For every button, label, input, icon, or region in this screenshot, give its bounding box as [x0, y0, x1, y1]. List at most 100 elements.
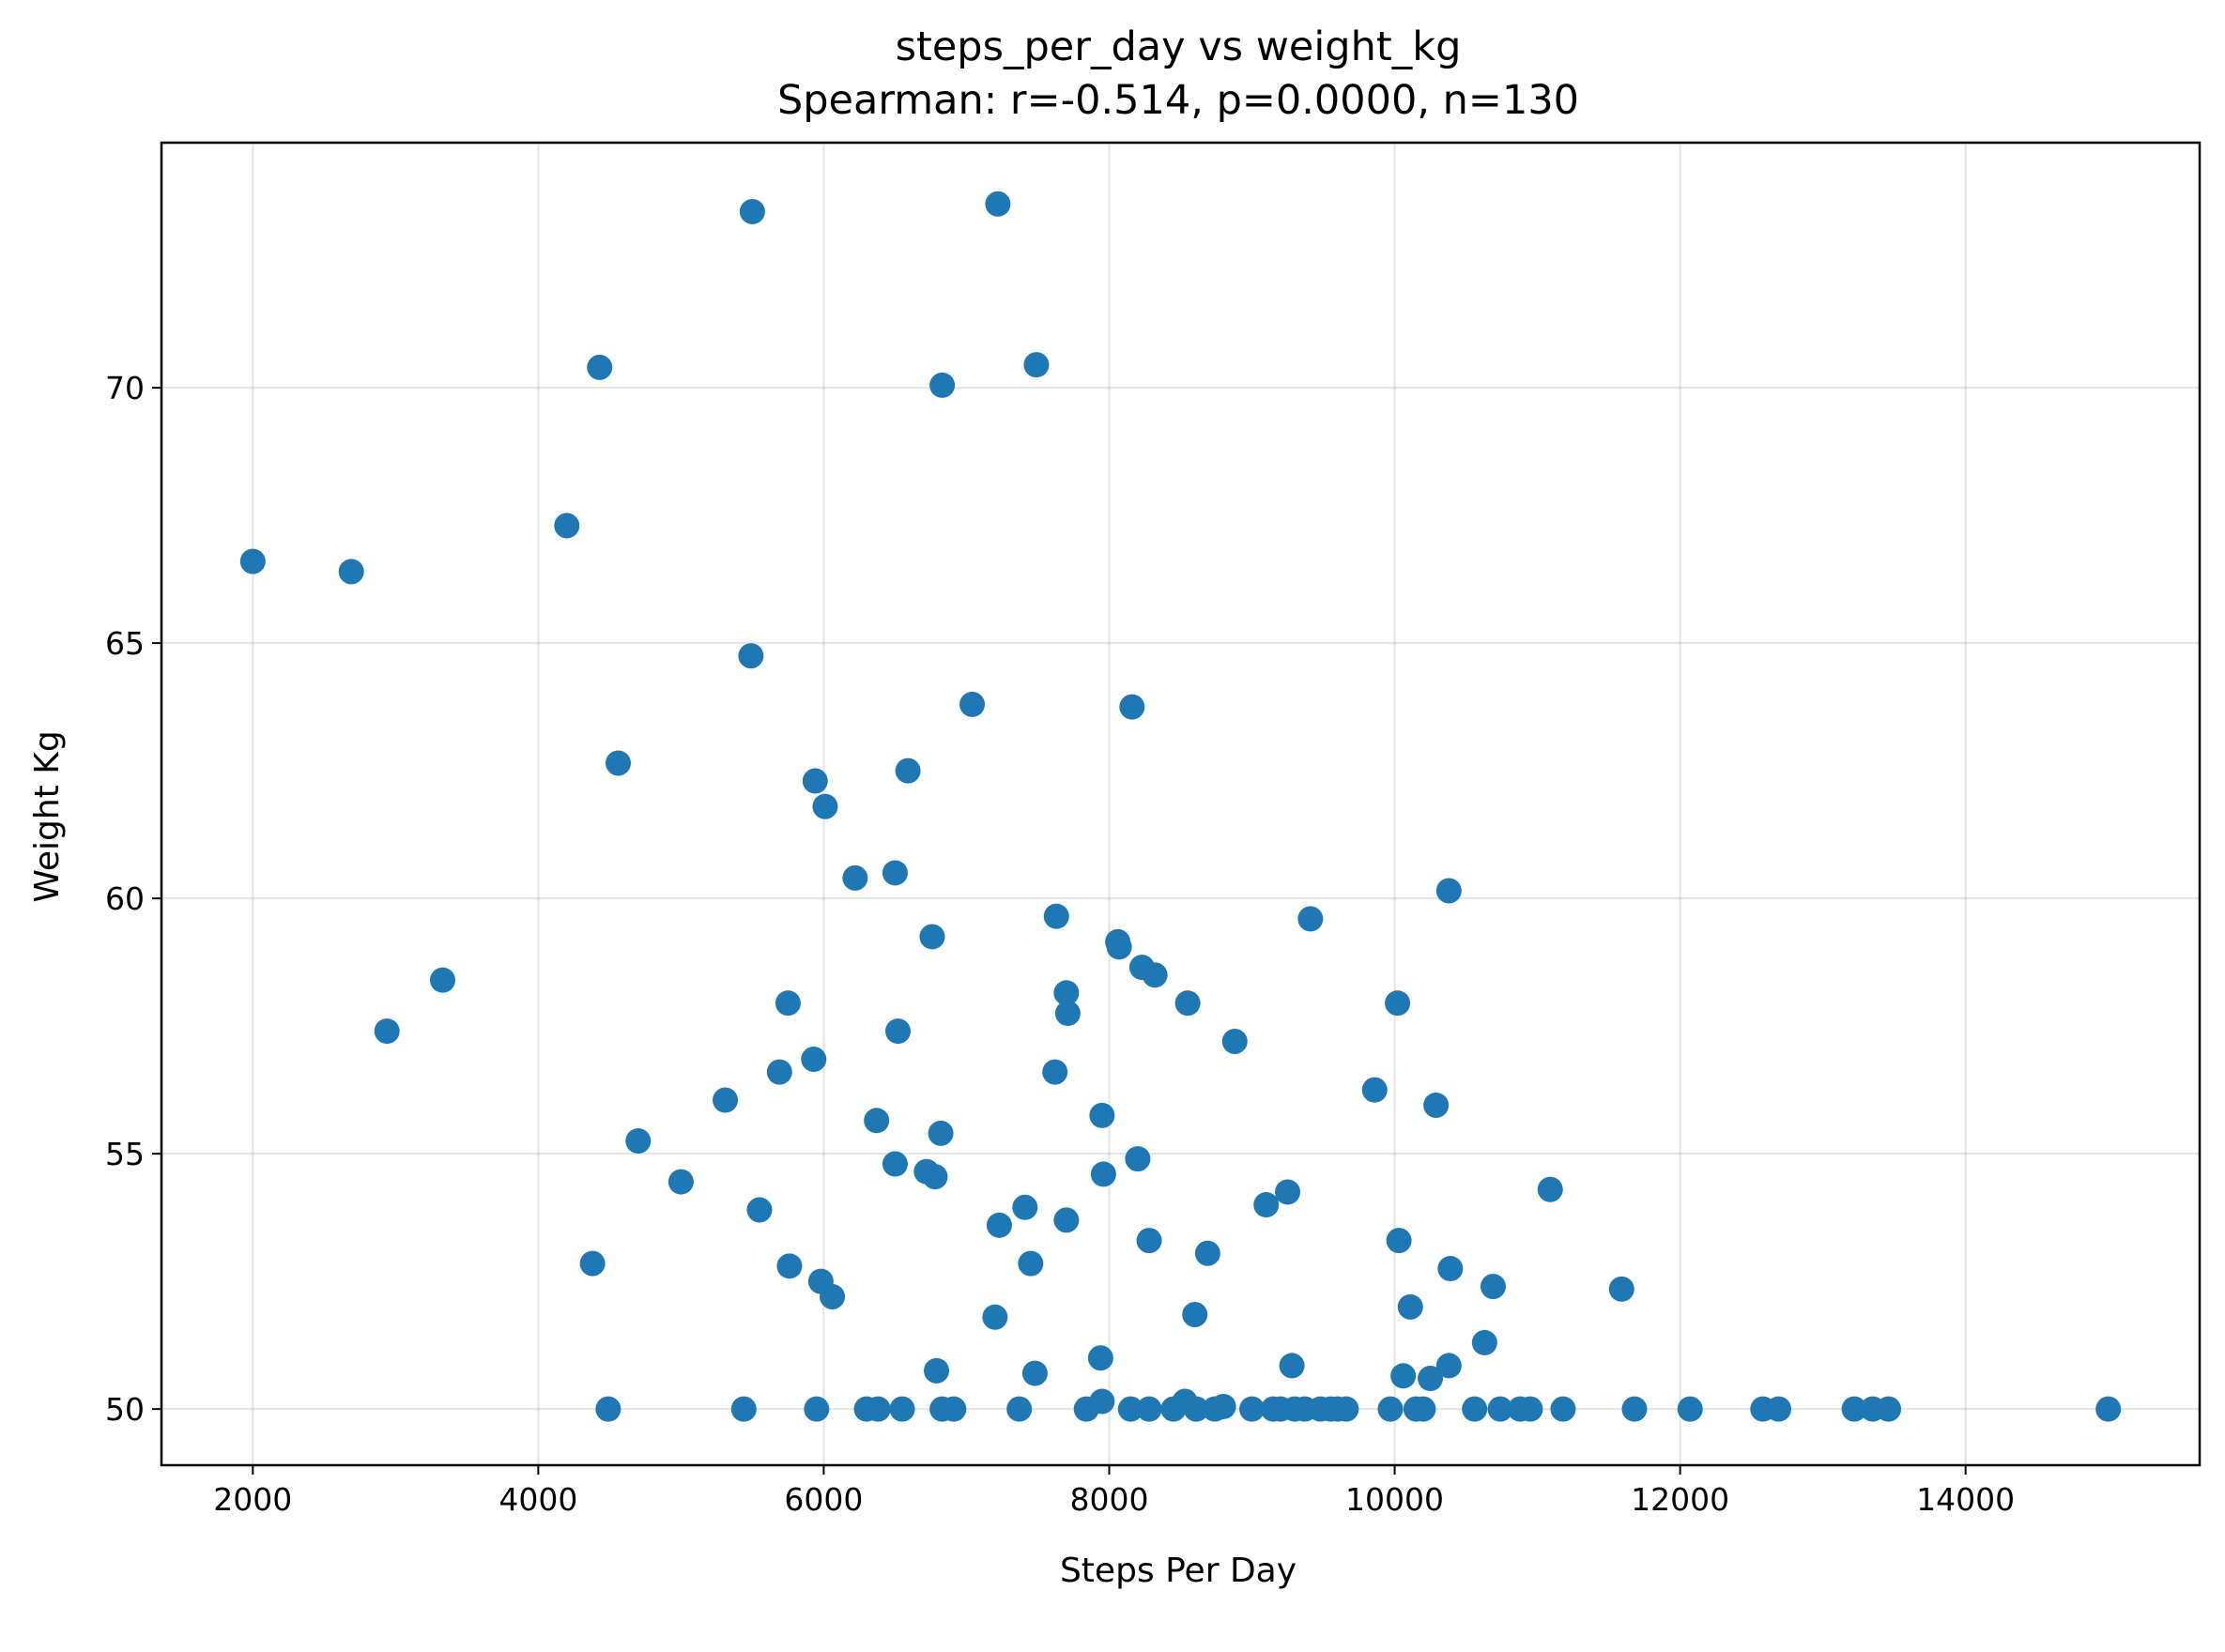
data-point	[625, 1128, 652, 1155]
chart-subtitle: Spearman: r=-0.514, p=0.0000, n=130	[777, 77, 1579, 124]
data-point	[1183, 1396, 1209, 1422]
data-point	[1279, 1353, 1305, 1379]
data-point	[587, 354, 613, 380]
data-point	[929, 372, 956, 398]
data-point	[928, 1120, 954, 1146]
data-point	[982, 1304, 1008, 1330]
data-point	[1090, 1161, 1116, 1187]
data-point	[864, 1108, 890, 1134]
data-point	[842, 864, 868, 891]
data-point	[812, 793, 838, 819]
data-point	[1054, 1001, 1081, 1027]
data-point	[739, 198, 765, 224]
data-point	[820, 1283, 846, 1309]
data-point	[919, 924, 945, 950]
data-point	[766, 1059, 792, 1085]
data-point	[1087, 1345, 1113, 1371]
data-point	[554, 512, 580, 539]
data-point	[1608, 1276, 1634, 1302]
data-point	[668, 1169, 694, 1195]
data-point	[1841, 1396, 1867, 1422]
data-point	[1677, 1396, 1703, 1422]
data-point	[713, 1087, 739, 1113]
data-point	[1397, 1293, 1423, 1320]
data-point	[579, 1250, 606, 1277]
data-point	[882, 860, 908, 886]
data-point	[1117, 1396, 1143, 1422]
x-tick-label: 8000	[1069, 1481, 1148, 1518]
data-point	[730, 1396, 757, 1422]
data-point	[1182, 1302, 1208, 1328]
data-point	[1221, 1028, 1248, 1054]
data-point	[884, 1018, 911, 1045]
data-point	[1766, 1396, 1792, 1422]
y-tick-label: 55	[105, 1136, 145, 1172]
data-point	[1018, 1250, 1044, 1277]
data-point	[986, 1212, 1012, 1238]
data-point	[1361, 1077, 1388, 1103]
data-point	[1517, 1396, 1543, 1422]
data-point	[1006, 1396, 1033, 1422]
data-point	[776, 1253, 803, 1279]
data-point	[1621, 1396, 1648, 1422]
data-point	[1012, 1194, 1038, 1220]
data-point	[1537, 1176, 1563, 1202]
data-point	[1194, 1240, 1220, 1266]
data-point	[865, 1396, 891, 1422]
data-point	[804, 1396, 830, 1422]
data-point	[1021, 1360, 1048, 1386]
data-point	[746, 1197, 773, 1223]
data-point	[985, 191, 1011, 217]
data-point	[1106, 934, 1132, 960]
data-point	[1410, 1396, 1436, 1422]
data-point	[1437, 1256, 1464, 1282]
data-point	[2095, 1396, 2122, 1422]
data-point	[1487, 1396, 1513, 1422]
data-point	[1377, 1396, 1404, 1422]
data-point	[1053, 1207, 1080, 1233]
y-tick-label: 65	[105, 625, 145, 662]
data-point	[1119, 694, 1145, 720]
data-point	[595, 1396, 621, 1422]
data-point	[924, 1357, 950, 1384]
y-axis-label: Weight Kg	[28, 730, 67, 902]
data-point	[922, 1164, 948, 1190]
data-point	[1136, 1228, 1162, 1254]
data-point	[959, 691, 986, 717]
y-tick-label: 70	[105, 370, 145, 406]
data-point	[1550, 1396, 1576, 1422]
data-point	[430, 967, 456, 993]
y-tick-label: 50	[105, 1391, 145, 1428]
data-points	[239, 191, 2122, 1422]
data-point	[1385, 990, 1411, 1017]
data-point	[1053, 980, 1080, 1006]
data-point	[1142, 962, 1168, 988]
data-point	[1125, 1146, 1151, 1172]
data-point	[1462, 1396, 1488, 1422]
data-point	[1333, 1396, 1359, 1422]
data-point	[605, 750, 631, 776]
data-point	[1435, 1353, 1462, 1379]
data-point	[1089, 1102, 1115, 1128]
data-point	[1253, 1192, 1280, 1218]
data-point	[1023, 352, 1050, 378]
data-point	[1239, 1396, 1266, 1422]
plot-frame	[160, 141, 2202, 1467]
chart-title: steps_per_day vs weight_kg	[896, 23, 1462, 70]
data-point	[1275, 1179, 1301, 1205]
y-tick-label: 60	[105, 880, 145, 917]
data-point	[1480, 1274, 1506, 1300]
data-point	[1876, 1396, 1902, 1422]
x-tick-label: 10000	[1345, 1481, 1444, 1518]
data-point	[889, 1396, 915, 1422]
data-point	[941, 1396, 967, 1422]
data-point	[1210, 1393, 1236, 1419]
data-point	[239, 548, 266, 574]
data-point	[1174, 990, 1201, 1017]
x-tick-label: 14000	[1916, 1481, 2015, 1518]
x-tick-label: 4000	[499, 1481, 577, 1518]
data-point	[1297, 906, 1324, 932]
data-point	[802, 768, 828, 794]
